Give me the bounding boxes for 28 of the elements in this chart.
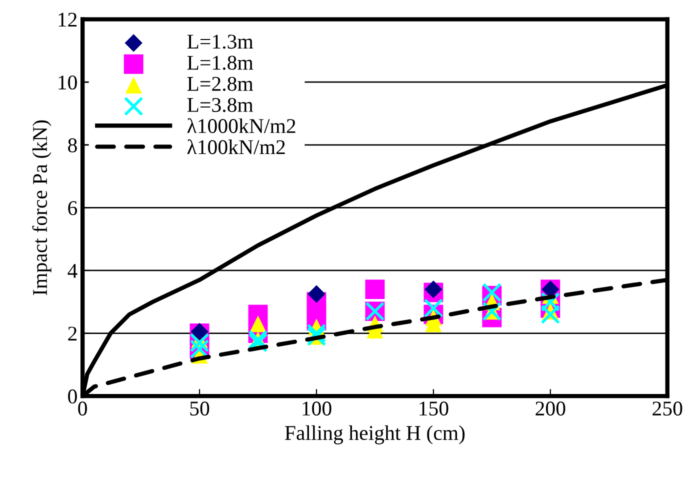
x-tick-label: 100 xyxy=(302,402,332,416)
y-tick-label: 2 xyxy=(68,326,77,340)
legend-label: L=1.3m xyxy=(187,34,254,49)
point xyxy=(424,298,444,318)
point xyxy=(365,280,385,300)
legend-label: λ100kN/m2 xyxy=(187,139,285,154)
y-tick-label: 8 xyxy=(68,138,77,152)
x-tick-label: 250 xyxy=(652,402,682,416)
legend-label: λ1000kN/m2 xyxy=(187,118,296,134)
legend-label: L=3.8m xyxy=(187,98,254,112)
y-tick-label: 10 xyxy=(58,75,77,90)
x-tick-label: 200 xyxy=(536,402,566,416)
x-axis-title: Falling height H (cm) xyxy=(285,425,465,444)
y-tick-label: 6 xyxy=(68,201,78,216)
legend-label: L=1.8m xyxy=(187,56,254,70)
x-tick-label: 50 xyxy=(190,402,210,416)
point xyxy=(540,304,560,324)
point xyxy=(190,332,210,352)
legend-label: L=2.8m xyxy=(187,76,254,91)
point xyxy=(250,316,266,332)
point xyxy=(308,285,326,303)
x-tick-label: 0 xyxy=(78,402,87,416)
x-tick-label: 150 xyxy=(420,402,448,416)
point xyxy=(424,280,442,298)
y-axis-title: Impact force Pa (kN) xyxy=(32,120,52,296)
y-tick-label: 0 xyxy=(68,389,77,404)
y-tick-label: 4 xyxy=(68,264,78,278)
y-tick-label: 12 xyxy=(58,12,77,27)
